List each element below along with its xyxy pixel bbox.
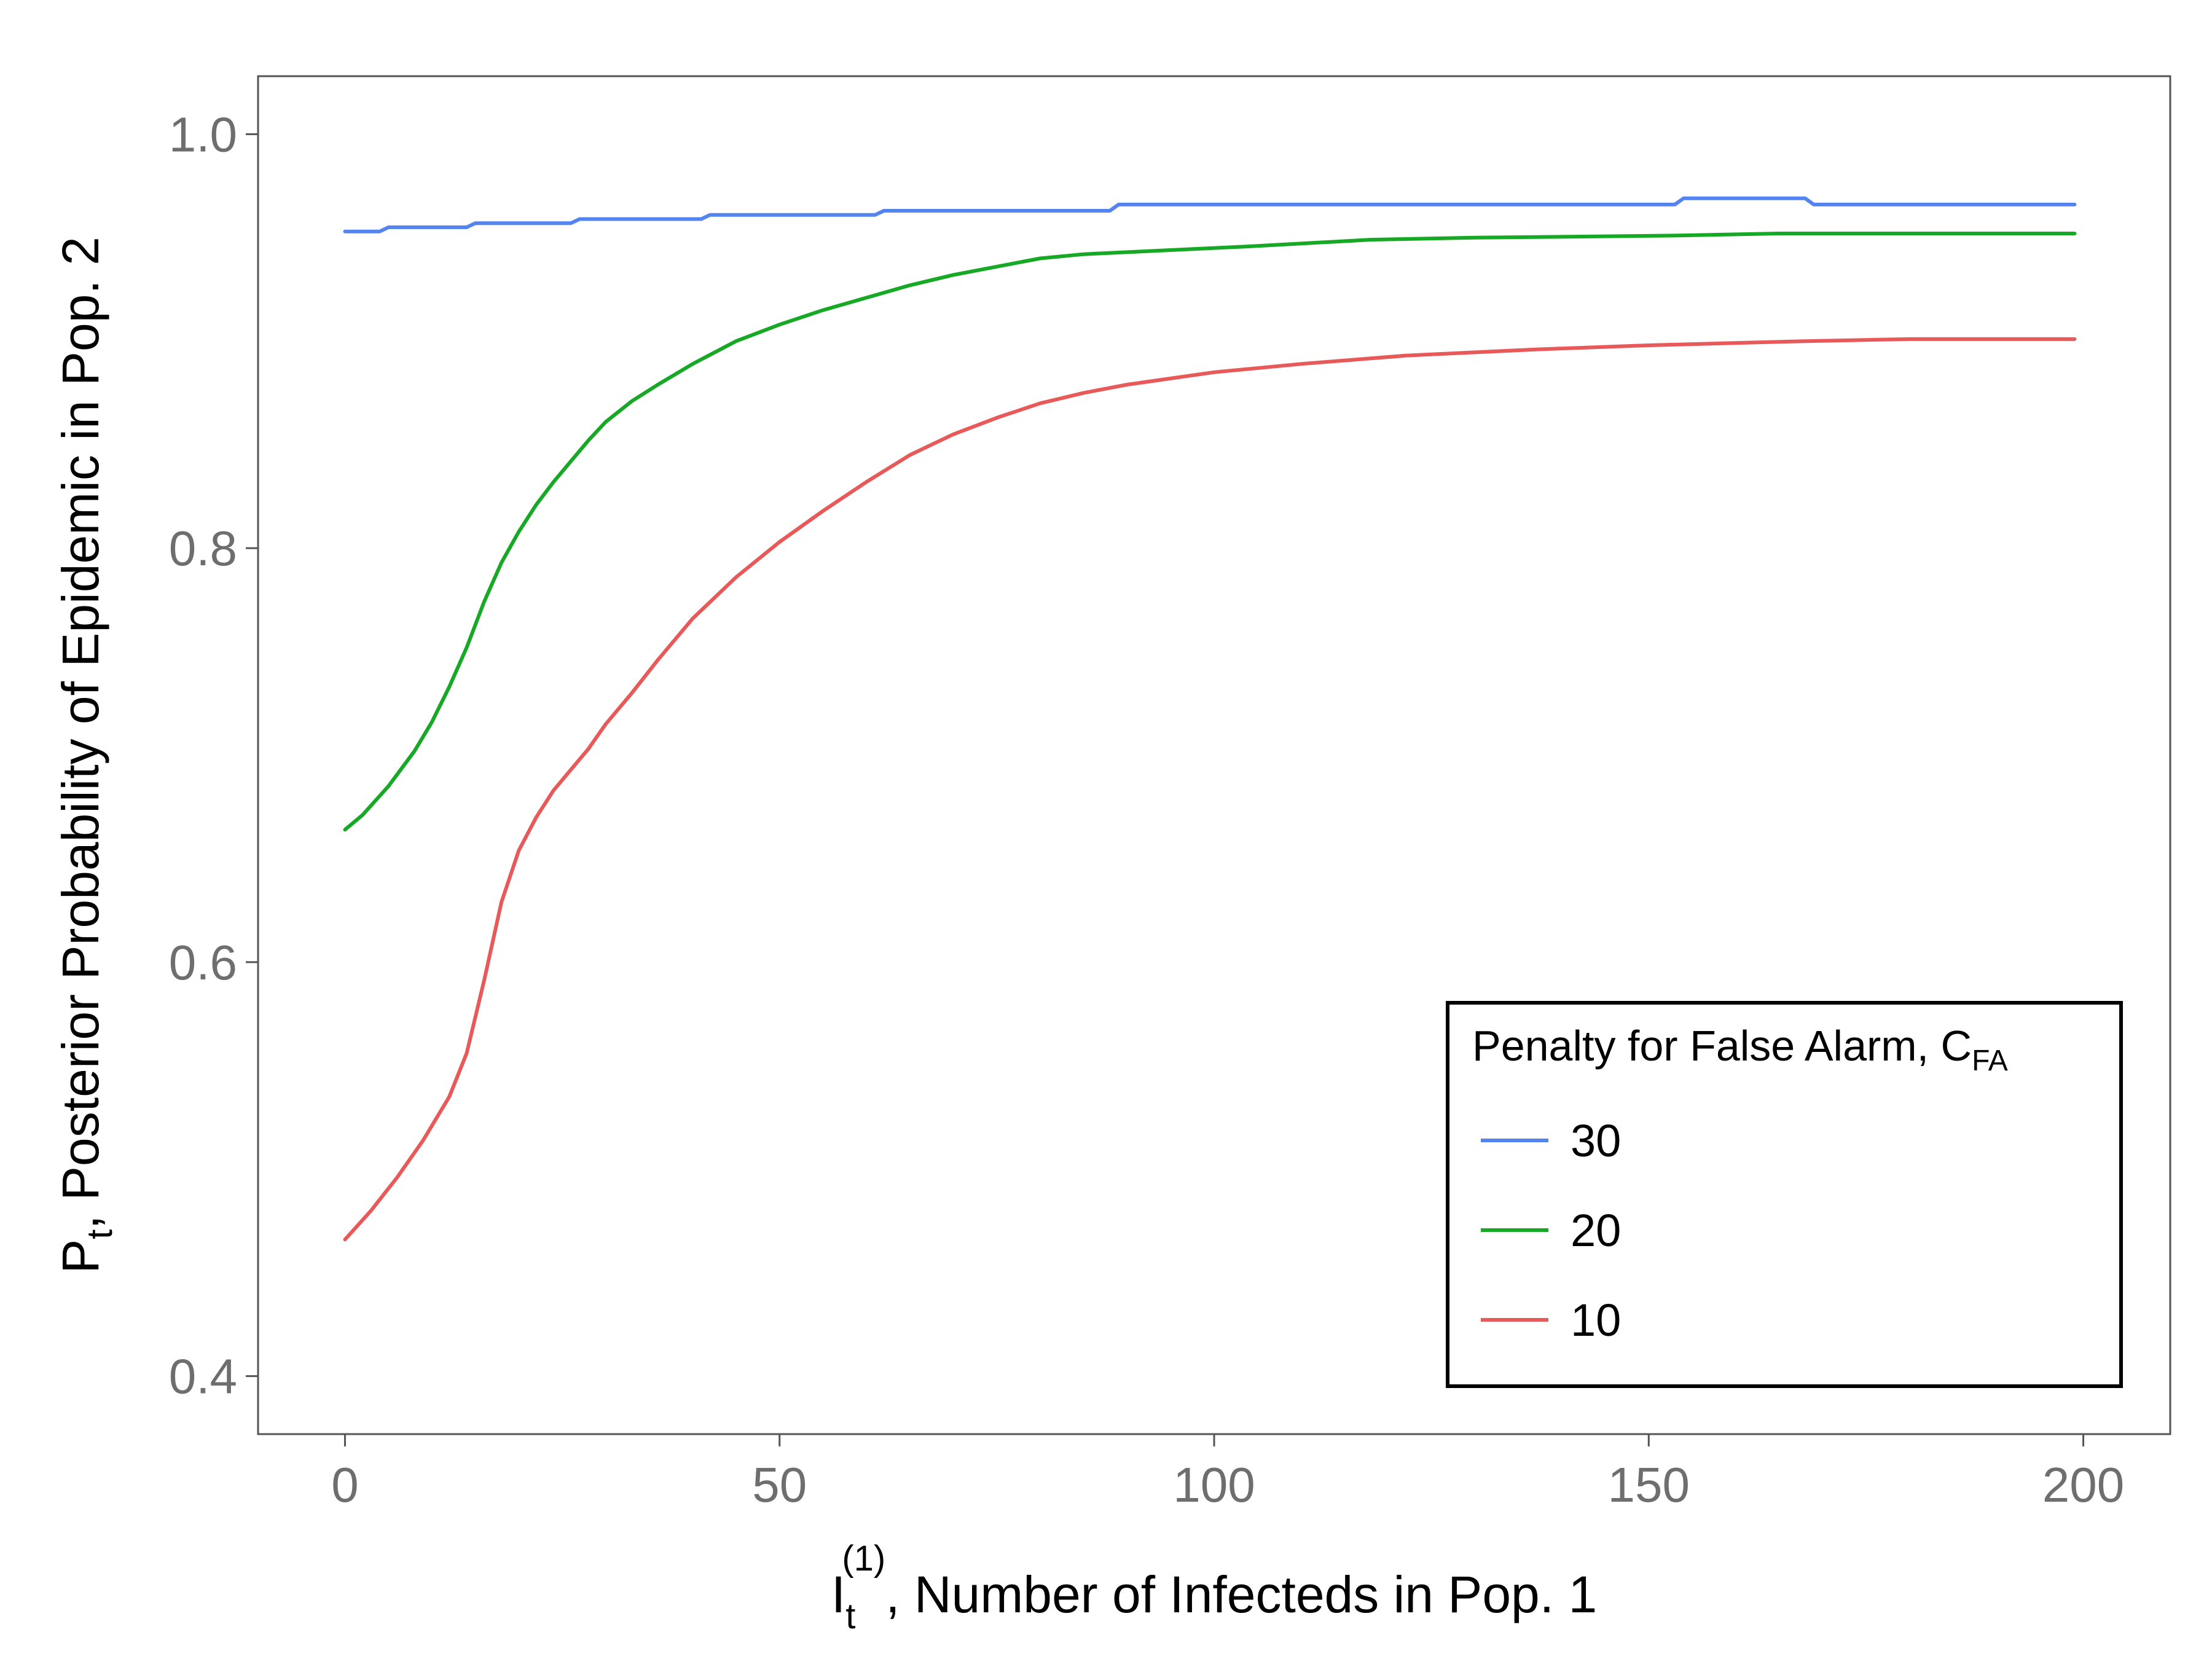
legend-label-20: 20 [1571,1205,1621,1256]
legend-label-30: 30 [1571,1115,1621,1166]
y-tick-label: 0.4 [169,1349,237,1404]
series-line-10 [343,337,2077,1242]
x-tick-label: 0 [331,1457,359,1512]
x-tick-label: 50 [752,1457,807,1512]
x-tick-label: 200 [2042,1457,2124,1512]
y-tick-label: 1.0 [169,107,237,162]
series-line-20 [343,232,2077,832]
legend: Penalty for False Alarm, CFA 30 20 10 [1446,1001,2123,1388]
y-axis: 0.4 0.6 0.8 1.0 [169,107,258,1404]
x-axis-title: It(1), Number of Infecteds in Pop. 1 [831,1539,1597,1636]
series-lines [343,196,2077,1242]
y-axis-title: Pt, Posterior Probability of Epidemic in… [52,237,120,1274]
x-tick-label: 100 [1173,1457,1255,1512]
legend-items: 30 20 10 [1481,1115,1621,1346]
x-tick-label: 150 [1608,1457,1690,1512]
y-tick-label: 0.6 [169,935,237,990]
legend-label-10: 10 [1571,1295,1621,1346]
x-axis: 0 50 100 150 200 [331,1434,2124,1512]
series-line-30 [343,196,2077,233]
y-tick-label: 0.8 [169,521,237,576]
legend-title: Penalty for False Alarm, CFA [1472,1022,2008,1077]
legend-box [1446,1001,2123,1388]
